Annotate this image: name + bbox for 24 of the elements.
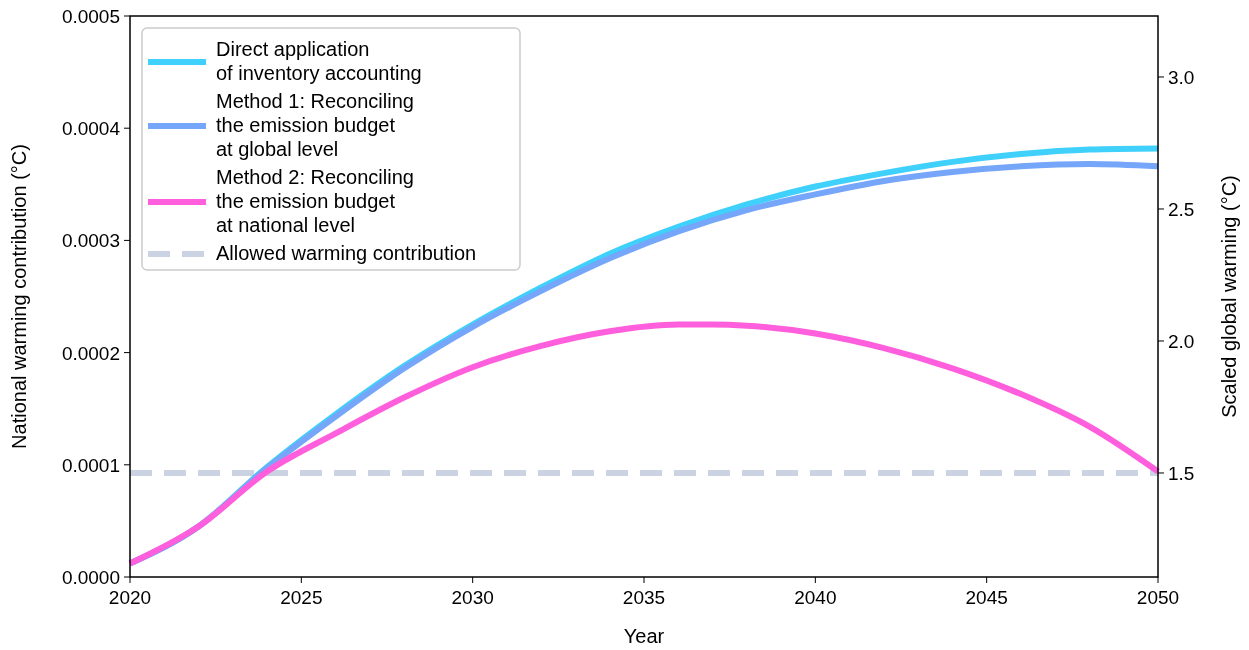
legend-label: Method 1: Reconciling the emission budget at global level — [216, 90, 414, 160]
y2-tick-label: 1.5 — [1168, 462, 1195, 484]
x-tick-label: 2035 — [622, 587, 666, 608]
legend-label: Allowed warming contribution — [216, 242, 477, 264]
y2-axis-title: Scaled global warming (°C) — [1218, 175, 1240, 418]
x-tick-label: 2050 — [1136, 587, 1180, 608]
legend-label: Method 2: Reconciling the emission budget at national level — [216, 166, 414, 236]
y2-tick-label: 2.0 — [1168, 330, 1195, 352]
x-tick-label: 2040 — [794, 587, 837, 608]
x-axis-title: Year — [623, 625, 665, 647]
y-tick-label: 0.0003 — [61, 230, 120, 252]
legend-label: Direct application of inventory accounting — [216, 38, 422, 84]
y2-tick-label: 3.0 — [1168, 66, 1195, 88]
y-tick-label: 0.0005 — [61, 6, 120, 27]
y-tick-label: 0.0000 — [61, 567, 120, 588]
y2-tick-label: 2.5 — [1168, 198, 1195, 220]
x-tick-label: 2020 — [108, 587, 152, 608]
y-axis-title: National warming contribution (°C) — [8, 144, 30, 449]
y-tick-label: 0.0001 — [61, 454, 120, 476]
x-tick-label: 2045 — [965, 587, 1008, 608]
x-tick-label: 2030 — [451, 587, 494, 608]
x-tick-label: 2025 — [280, 587, 323, 608]
y-tick-label: 0.0004 — [61, 118, 121, 140]
y-tick-label: 0.0002 — [61, 342, 120, 364]
